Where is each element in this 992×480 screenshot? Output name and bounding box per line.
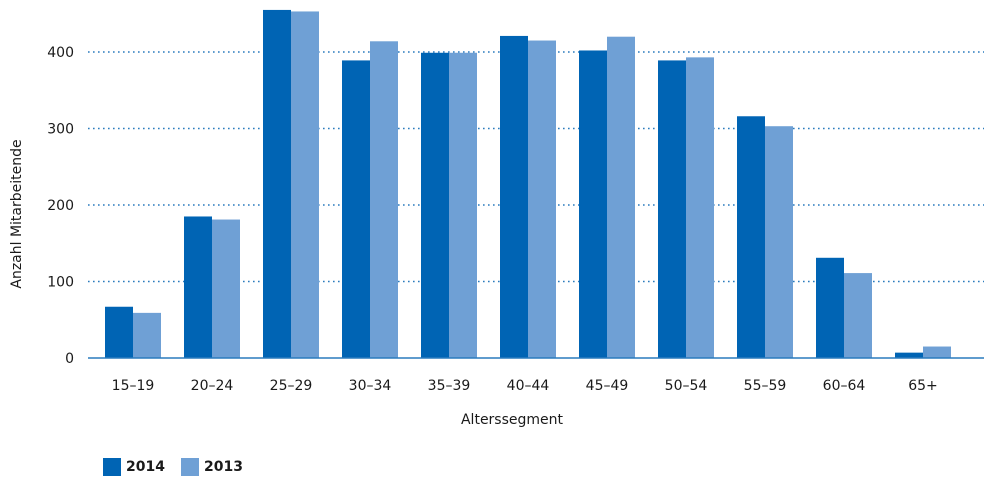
bar-2013-9	[844, 273, 872, 358]
legend-swatch-2014	[103, 458, 121, 476]
y-tick-label: 0	[65, 351, 74, 367]
bar-2014-6	[579, 50, 607, 358]
x-tick-label: 20–24	[191, 378, 234, 394]
bar-2013-5	[528, 40, 556, 359]
bar-2014-8	[737, 116, 765, 358]
x-tick-label: 65+	[908, 378, 938, 394]
y-tick-label: 200	[47, 198, 74, 214]
x-tick-label: 40–44	[507, 378, 550, 394]
x-tick-label: 50–54	[665, 378, 708, 394]
x-axis-label: Alterssegment	[461, 412, 564, 428]
legend: 2014 2013	[103, 458, 259, 476]
legend-swatch-2013	[180, 458, 199, 476]
legend-label-2014: 2014	[126, 459, 165, 475]
x-tick-label: 55–59	[744, 378, 787, 394]
x-tick-label: 60–64	[823, 378, 866, 394]
bar-2014-10	[895, 352, 923, 358]
x-tick-label: 45–49	[586, 378, 629, 394]
bar-2014-4	[421, 52, 449, 358]
bar-2013-3	[370, 41, 398, 358]
bar-2013-2	[291, 11, 319, 359]
legend-label-2013: 2013	[203, 459, 243, 475]
bar-2014-7	[658, 60, 686, 358]
bar-2013-0	[133, 312, 161, 358]
bar-2014-3	[342, 60, 370, 358]
x-tick-label: 15–19	[112, 378, 155, 394]
bar-2014-9	[816, 257, 844, 358]
bar-2013-7	[686, 57, 714, 358]
bar-2013-6	[607, 36, 635, 358]
legend-item-2014: 2014	[103, 458, 165, 476]
x-tick-label: 25–29	[270, 378, 313, 394]
bars	[105, 9, 951, 359]
y-axis-label: Anzahl Mitarbeitende	[9, 139, 25, 288]
x-axis-ticks: 15–19 20–24 25–29 30–34 35–39 40–44 45–49 50–54…	[112, 378, 938, 394]
y-axis-ticks: 0 100 200 300 400	[47, 45, 74, 367]
y-tick-label: 100	[47, 275, 74, 291]
bar-2013-10	[923, 346, 951, 358]
legend-item-2013: 2013	[180, 458, 243, 476]
x-tick-label: 35–39	[428, 378, 471, 394]
bar-2014-2	[263, 9, 291, 359]
bar-2013-8	[765, 126, 793, 358]
bar-2014-0	[105, 306, 133, 358]
bar-2013-4	[449, 52, 477, 358]
bar-2014-5	[500, 35, 528, 359]
bar-2013-1	[212, 219, 240, 358]
bar-chart: 0 100 200 300 400 15–19 20–24 25–29 30–34 35–39 4…	[9, 9, 984, 428]
y-tick-label: 400	[47, 45, 74, 61]
y-tick-label: 300	[47, 122, 74, 138]
bar-2014-1	[184, 216, 212, 358]
x-tick-label: 30–34	[349, 378, 392, 394]
